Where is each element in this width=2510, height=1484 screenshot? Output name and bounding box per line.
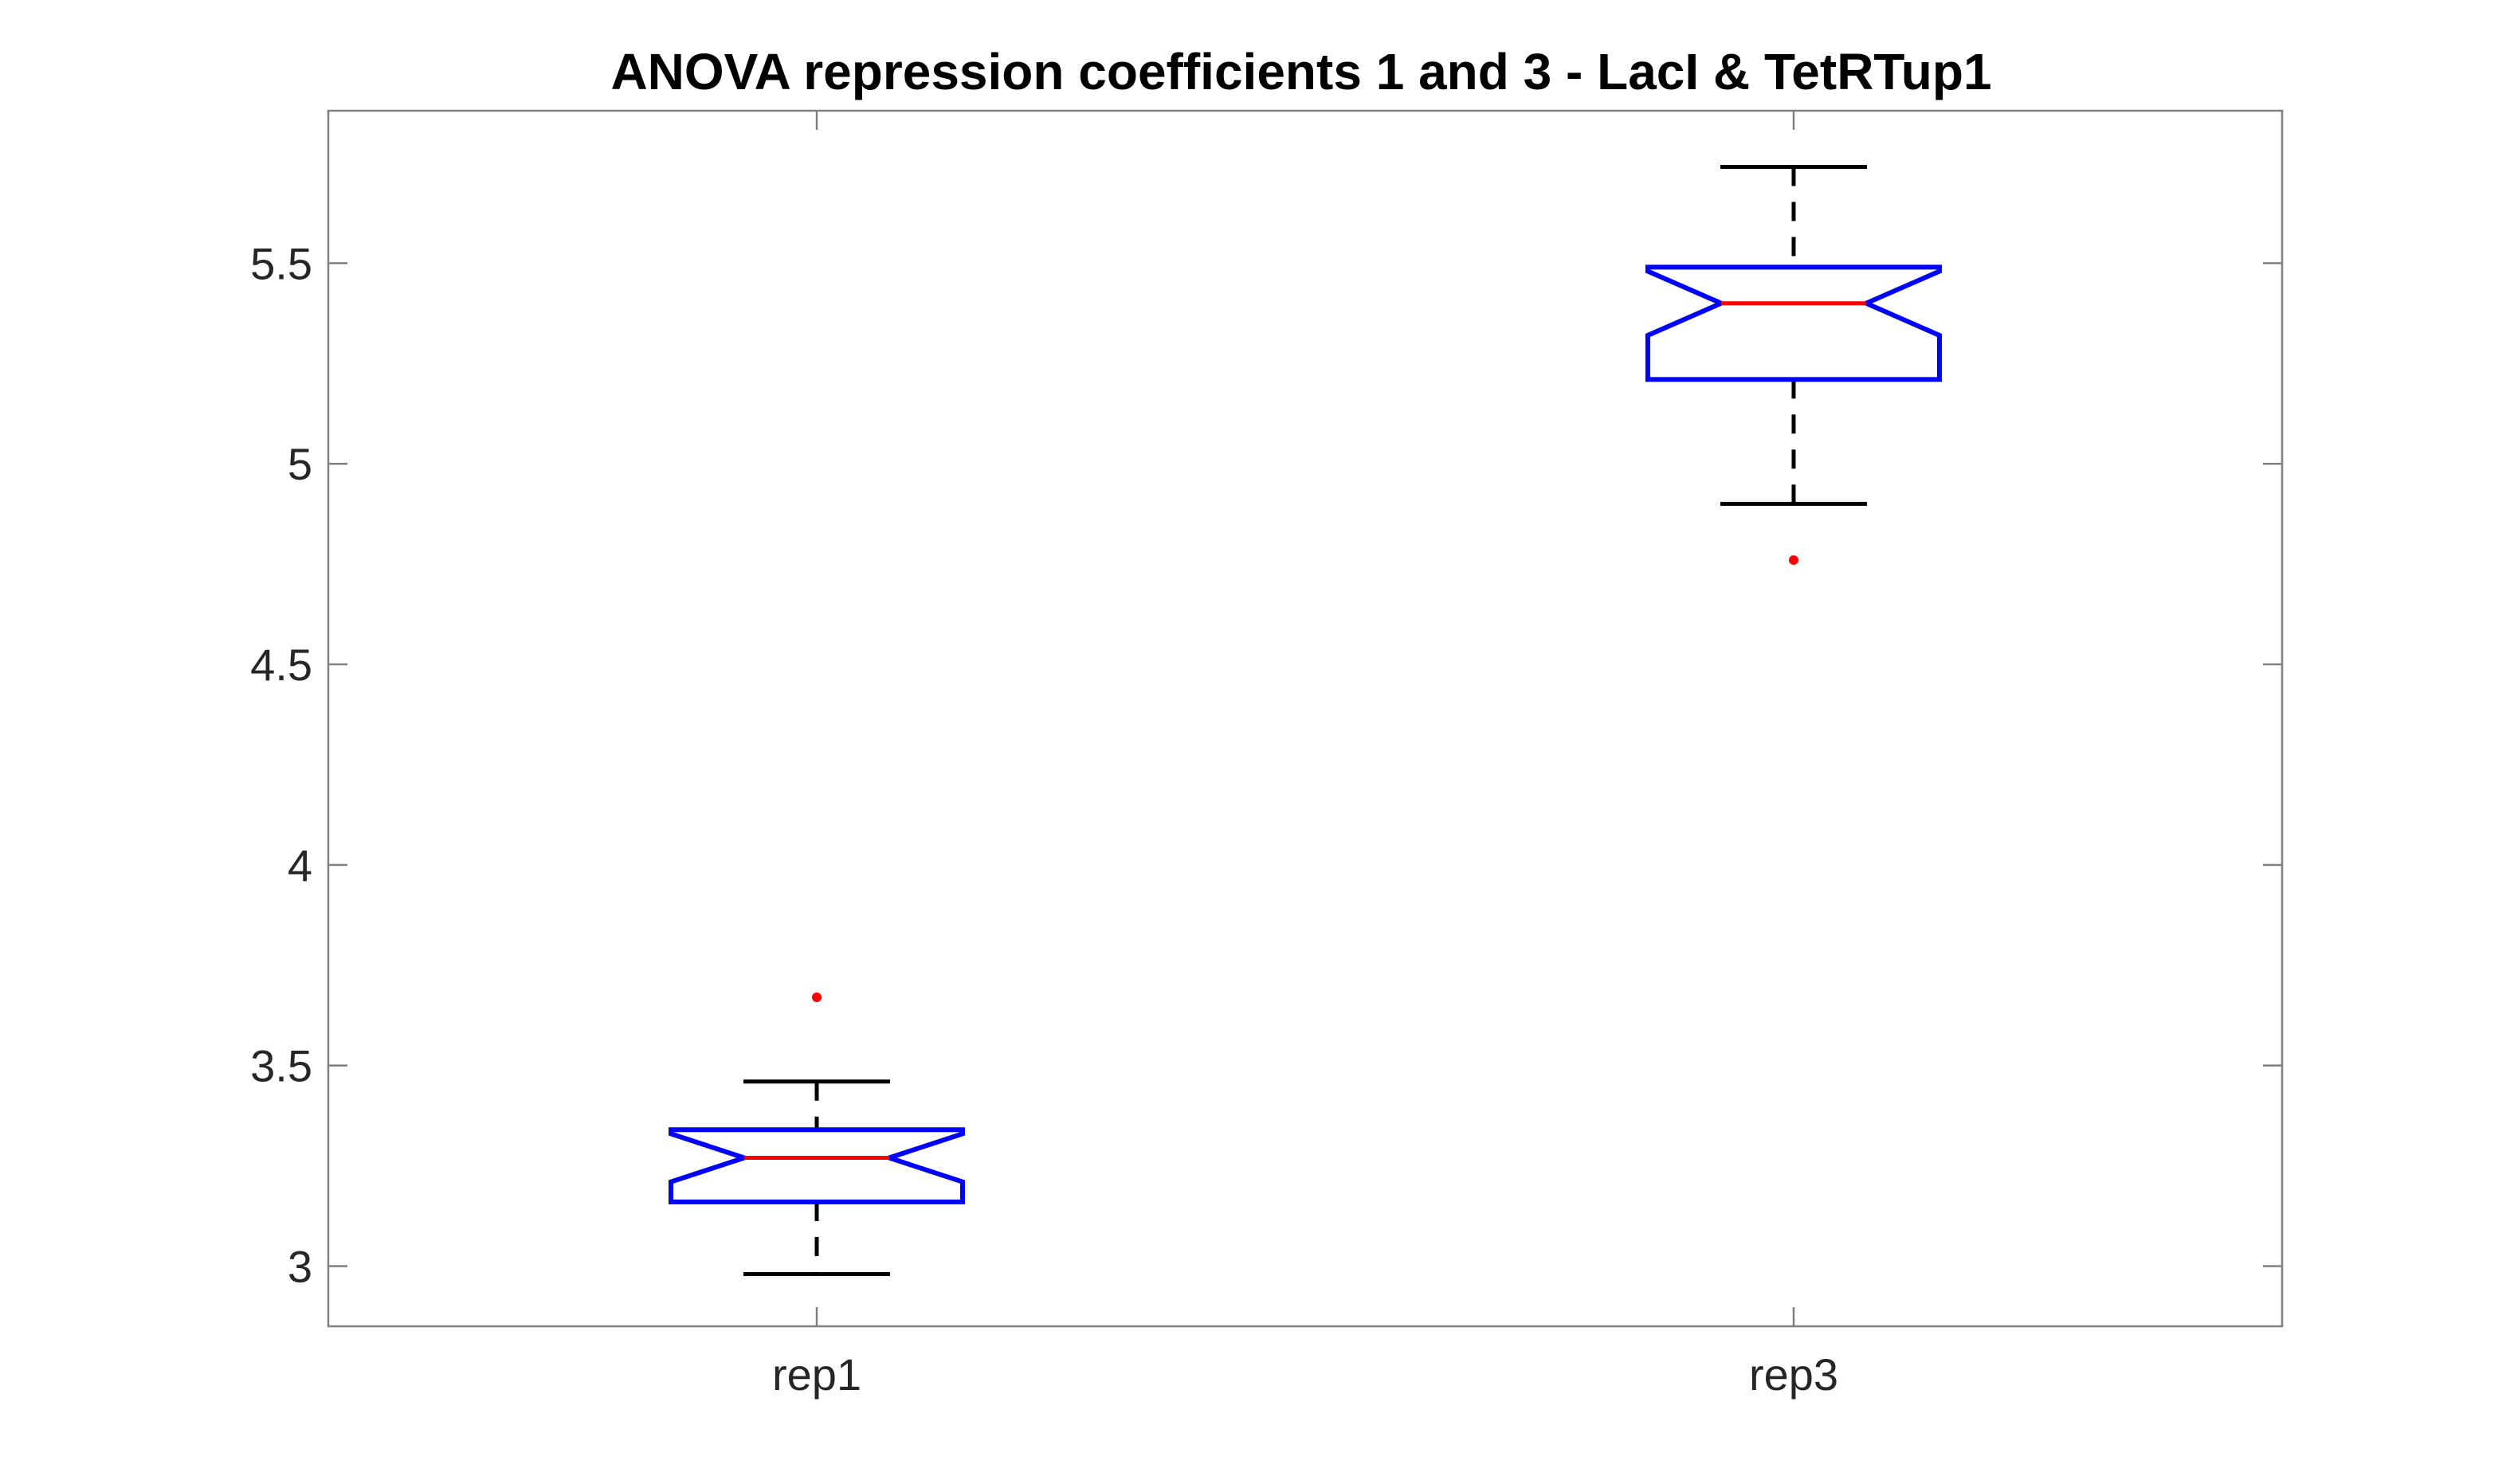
- y-tick-label: 5.5: [250, 238, 312, 288]
- axes-box: [327, 109, 2284, 1328]
- y-tick-label: 5: [288, 439, 312, 489]
- y-tick-label: 3: [288, 1241, 312, 1291]
- outlier-point: [812, 993, 822, 1003]
- notched-box: [1645, 264, 1942, 382]
- notched-box: [669, 1127, 965, 1204]
- y-tick-label: 3.5: [250, 1041, 312, 1091]
- x-tick-label: rep3: [1749, 1349, 1838, 1400]
- boxes-layer: [669, 165, 1942, 1277]
- y-tick-label: 4.5: [250, 640, 312, 690]
- y-tick-label: 4: [288, 840, 312, 891]
- x-axis: rep1 rep3: [772, 111, 1838, 1400]
- y-axis: 3 3.5 4 4.5 5 5.5: [250, 238, 2282, 1291]
- box-group-rep1: [669, 993, 965, 1277]
- outlier-point: [1789, 555, 1798, 566]
- box-group-rep3: [1645, 165, 1942, 566]
- x-tick-label: rep1: [772, 1349, 861, 1400]
- chart-title: ANOVA repression coefficients 1 and 3 - …: [610, 43, 1991, 100]
